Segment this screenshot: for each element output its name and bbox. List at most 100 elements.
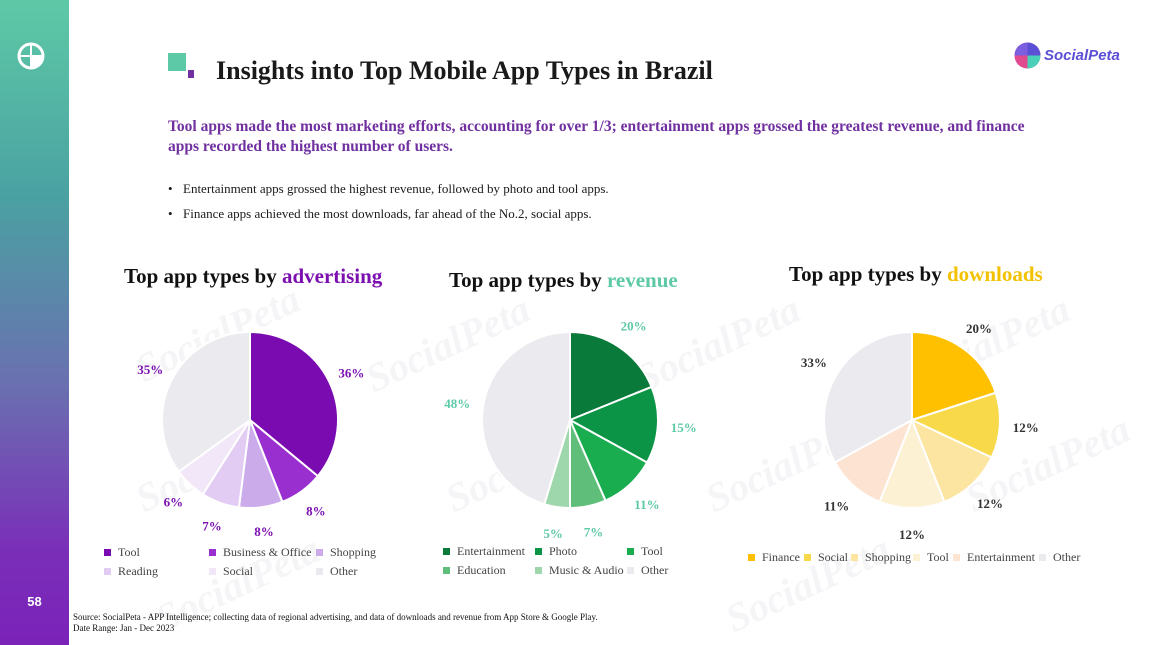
pie-data-label: 8% xyxy=(306,504,326,519)
legend-swatch xyxy=(316,568,323,575)
pie-data-label: 12% xyxy=(1013,420,1039,435)
chart-title-advertising: Top app types by advertising xyxy=(124,264,383,288)
legend-swatch xyxy=(627,548,634,555)
legend-swatch xyxy=(104,568,111,575)
legend-item: Photo xyxy=(535,544,627,559)
chart-title-revenue: Top app types by revenue xyxy=(449,268,678,292)
pie-data-label: 6% xyxy=(164,495,184,510)
pie-data-label: 7% xyxy=(584,525,604,540)
bullet-list: • Entertainment apps grossed the highest … xyxy=(168,181,609,231)
legend-item: Reading xyxy=(104,564,209,579)
pie-chart-advertising: 36% 8% 8% 7% 6% 35% xyxy=(137,330,364,539)
legend-swatch xyxy=(535,567,542,574)
legend-label: Education xyxy=(457,563,506,577)
pie-data-label: 5% xyxy=(543,526,563,541)
legend-item: Shopping xyxy=(316,545,396,560)
pie-chart-downloads: 20% 12% 12% 12% 11% 33% xyxy=(801,321,1039,542)
pie-slice-shopping xyxy=(910,418,993,504)
legend-item: Entertainment xyxy=(953,550,1039,565)
legend-label: Shopping xyxy=(865,550,912,564)
legend-item: Social xyxy=(804,550,851,565)
legend-label: Other xyxy=(641,563,669,577)
legend-item: Tool xyxy=(104,545,209,560)
pie-data-label: 15% xyxy=(671,420,697,435)
pie-data-label: 35% xyxy=(137,362,163,377)
pie-data-label: 12% xyxy=(977,496,1003,511)
legend-swatch xyxy=(209,568,216,575)
legend-item: Tool xyxy=(913,550,953,565)
pie-slice-photo xyxy=(567,385,659,464)
legend-downloads: Finance Social Shopping Tool Entertainment Ot… xyxy=(748,550,1089,565)
legend-label: Tool xyxy=(927,550,949,564)
pie-slice-other xyxy=(481,330,571,506)
pie-slice-entertainment xyxy=(569,330,653,422)
legend-label: Shopping xyxy=(330,545,377,559)
page-number: 58 xyxy=(27,594,42,609)
sidebar: 58 xyxy=(0,0,69,645)
legend-item: Music & Audio xyxy=(535,563,627,578)
legend-label: Tool xyxy=(118,545,140,559)
pie-data-label: 20% xyxy=(966,321,992,336)
pie-data-label: 11% xyxy=(824,499,849,514)
legend-swatch xyxy=(1039,554,1046,561)
legend-item: Shopping xyxy=(851,550,913,565)
source-note: Source: SocialPeta - APP Intelligence; c… xyxy=(73,612,598,633)
legend-item: Entertainment xyxy=(443,544,535,559)
pie-slice-other xyxy=(823,330,913,464)
legend-item: Tool xyxy=(627,544,687,559)
legend-revenue: Entertainment Photo Tool Education Music & A… xyxy=(443,544,687,578)
bullet-item: • Finance apps achieved the most download… xyxy=(168,206,592,221)
legend-swatch xyxy=(443,567,450,574)
legend-swatch xyxy=(748,554,755,561)
pie-data-label: 48% xyxy=(444,396,470,411)
legend-label: Music & Audio xyxy=(549,563,624,577)
legend-item: Finance xyxy=(748,550,804,565)
pie-data-label: 36% xyxy=(338,365,364,380)
brand-logo-icon xyxy=(1014,42,1041,68)
pie-chart-revenue: 20% 15% 11% 7% 5% 48% xyxy=(444,318,697,541)
legend-item: Business & Office xyxy=(209,545,316,560)
legend-swatch xyxy=(913,554,920,561)
legend-item: Social xyxy=(209,564,316,579)
legend-swatch xyxy=(804,554,811,561)
legend-swatch xyxy=(627,567,634,574)
pie-slice-tool xyxy=(249,330,339,478)
legend-label: Other xyxy=(330,564,358,578)
legend-label: Reading xyxy=(118,564,158,578)
legend-label: Tool xyxy=(641,544,663,558)
legend-item: Other xyxy=(627,563,687,578)
subtitle: Tool apps made the most marketing effort… xyxy=(168,118,1025,155)
legend-label: Social xyxy=(223,564,253,578)
bullet-item: • Entertainment apps grossed the highest … xyxy=(168,181,609,196)
legend-label: Business & Office xyxy=(223,545,312,559)
legend-swatch xyxy=(104,549,111,556)
legend-label: Entertainment xyxy=(457,544,525,558)
app-logo-icon xyxy=(17,42,45,70)
pie-data-label: 33% xyxy=(801,355,827,370)
brand-logo: SocialPeta xyxy=(1014,40,1120,70)
legend-item: Other xyxy=(316,564,396,579)
pie-data-label: 20% xyxy=(621,318,647,333)
legend-item: Education xyxy=(443,563,535,578)
legend-label: Photo xyxy=(549,544,578,558)
legend-swatch xyxy=(316,549,323,556)
legend-swatch xyxy=(535,548,542,555)
pie-data-label: 8% xyxy=(254,524,274,539)
pie-data-label: 12% xyxy=(899,527,925,542)
pie-slice-other xyxy=(161,330,251,474)
pie-slice-finance xyxy=(911,330,997,422)
pie-slice-social xyxy=(909,391,1001,459)
legend-swatch xyxy=(443,548,450,555)
legend-label: Entertainment xyxy=(967,550,1035,564)
pie-slice-tool xyxy=(878,417,946,509)
pie-data-label: 11% xyxy=(634,497,659,512)
page-title: Insights into Top Mobile App Types in Br… xyxy=(216,56,713,85)
legend-item: Other xyxy=(1039,550,1089,565)
brand-name: SocialPeta xyxy=(1044,46,1120,64)
legend-label: Other xyxy=(1053,550,1081,564)
legend-swatch xyxy=(953,554,960,561)
legend-label: Social xyxy=(818,550,848,564)
legend-swatch xyxy=(209,549,216,556)
legend-label: Finance xyxy=(762,550,800,564)
watermark: SocialPeta xyxy=(718,526,897,641)
